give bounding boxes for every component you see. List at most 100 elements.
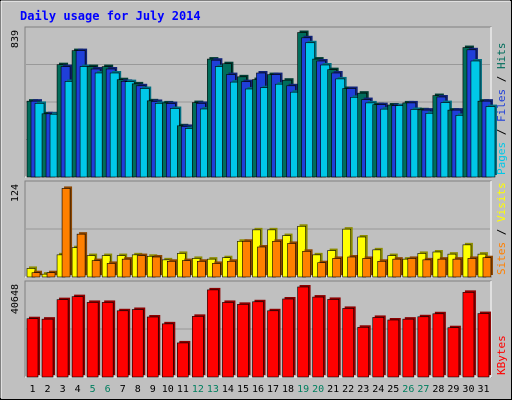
bar-kbytes-day-18 [282,298,294,378]
bar-kbytes-day-2 [41,318,54,378]
x-tick-label-day-23: 23 [357,384,369,395]
x-tick-label-day-26: 26 [402,384,414,395]
panel-kbytes: 40648 KBytes [10,280,508,378]
bar-sites-day-14 [227,260,236,278]
bar-kbytes-day-3 [56,299,69,378]
bar-sites-day-17 [272,240,281,278]
bar-sites-day-15 [242,240,251,278]
bar-kbytes-day-24 [372,317,385,378]
x-tick-label-day-21: 21 [327,384,339,395]
x-tick-label-day-28: 28 [432,384,444,395]
x-tick-label-day-19: 19 [297,384,309,395]
x-tick-label-day-7: 7 [120,384,126,395]
bar-kbytes-day-10 [161,323,174,378]
bar-kbytes-day-8 [131,309,144,378]
bar-sites-day-30 [467,258,477,278]
bar-sites-day-20 [317,262,326,278]
panel-axis-label: Sites / Visits [495,182,508,275]
x-tick-label-day-3: 3 [60,384,66,395]
x-tick-label-day-13: 13 [207,384,219,395]
bar-kbytes-day-15 [237,304,249,378]
bar-kbytes-day-20 [312,296,324,378]
bar-sites-day-2 [46,272,56,278]
panel-hits-files-pages: 839 Pages / Files / Hits [10,26,508,178]
x-tick-label-day-20: 20 [312,384,324,395]
panel-max-label: 124 [10,184,21,202]
bar-kbytes-day-1 [26,318,39,378]
bar-sites-day-13 [212,263,221,278]
bar-kbytes-day-27 [417,316,430,378]
x-tick-label-day-15: 15 [237,384,249,395]
bar-sites-day-23 [362,258,372,278]
x-tick-label-day-16: 16 [252,384,264,395]
x-tick-label-day-31: 31 [477,384,489,395]
bar-kbytes-day-11 [177,342,189,378]
x-tick-label-day-17: 17 [267,384,279,395]
bar-kbytes-day-13 [207,289,219,378]
x-tick-label-day-27: 27 [417,384,429,395]
bar-sites-day-19 [302,250,311,278]
bar-sites-day-28 [437,258,447,278]
bar-kbytes-day-29 [447,327,460,378]
axis-label-part: / [495,122,508,142]
panel-max-label: 839 [10,30,21,48]
axis-label-part: Visits [495,182,508,222]
bar-kbytes-day-31 [477,313,490,378]
axis-label-part: KBytes [495,335,508,375]
axis-label-part: Files [495,89,508,122]
bar-sites-day-10 [166,260,176,278]
bar-sites-day-3 [61,188,71,278]
bar-kbytes-day-28 [432,313,445,378]
bar-kbytes-day-6 [101,302,114,378]
bar-sites-day-24 [377,260,387,278]
bar-kbytes-day-23 [357,326,370,378]
bar-kbytes-day-9 [146,316,159,378]
panel-max-label: 40648 [10,284,21,314]
x-tick-label-day-25: 25 [387,384,399,395]
bar-kbytes-day-22 [342,308,354,378]
bar-sites-day-11 [182,260,191,278]
panel-axis-label: KBytes [495,335,508,375]
bar-sites-day-31 [482,257,492,278]
x-tick-label-day-4: 4 [75,384,81,395]
axis-label-part: Sites [495,242,508,275]
bar-sites-day-9 [151,256,161,278]
x-tick-label-day-30: 30 [462,384,474,395]
bar-kbytes-day-14 [222,302,234,378]
bar-sites-day-22 [347,256,356,278]
bar-kbytes-day-12 [192,316,204,378]
x-tick-label-day-12: 12 [192,384,204,395]
axis-label-part: / [495,222,508,242]
chart-title: Daily usage for July 2014 [20,9,201,23]
axis-label-part: / [495,69,508,89]
bar-kbytes-day-7 [116,310,129,378]
x-tick-label-day-9: 9 [150,384,156,395]
x-tick-label-day-29: 29 [447,384,459,395]
bar-sites-day-6 [106,263,116,278]
x-axis-day-labels: 1 2 3 4 5 6 7 8 9 10 11 12 13 14 15 16 17 18 19 20 21 22 23 24 2… [30,384,490,395]
bar-kbytes-day-26 [402,318,415,378]
x-tick-label-day-1: 1 [30,384,36,395]
bar-sites-day-25 [392,258,402,278]
bar-sites-day-7 [121,258,131,278]
bar-visits-day-22 [342,228,351,278]
x-tick-label-day-2: 2 [45,384,51,395]
bar-sites-day-16 [257,246,266,278]
x-tick-label-day-18: 18 [282,384,294,395]
x-tick-label-day-14: 14 [222,384,234,395]
x-tick-label-day-24: 24 [372,384,384,395]
bar-sites-day-21 [332,258,341,278]
x-tick-label-day-5: 5 [90,384,96,395]
bar-kbytes-day-19 [297,286,309,378]
panel-axis-label: Pages / Files / Hits [495,43,508,176]
bar-kbytes-day-5 [86,302,99,378]
bar-kbytes-day-21 [327,299,339,378]
bar-kbytes-day-25 [387,319,400,378]
bar-sites-day-1 [31,272,41,278]
bar-kbytes-day-16 [252,301,264,378]
x-tick-label-day-8: 8 [135,384,141,395]
bar-sites-day-29 [452,258,462,278]
bar-sites-day-4 [76,233,86,278]
